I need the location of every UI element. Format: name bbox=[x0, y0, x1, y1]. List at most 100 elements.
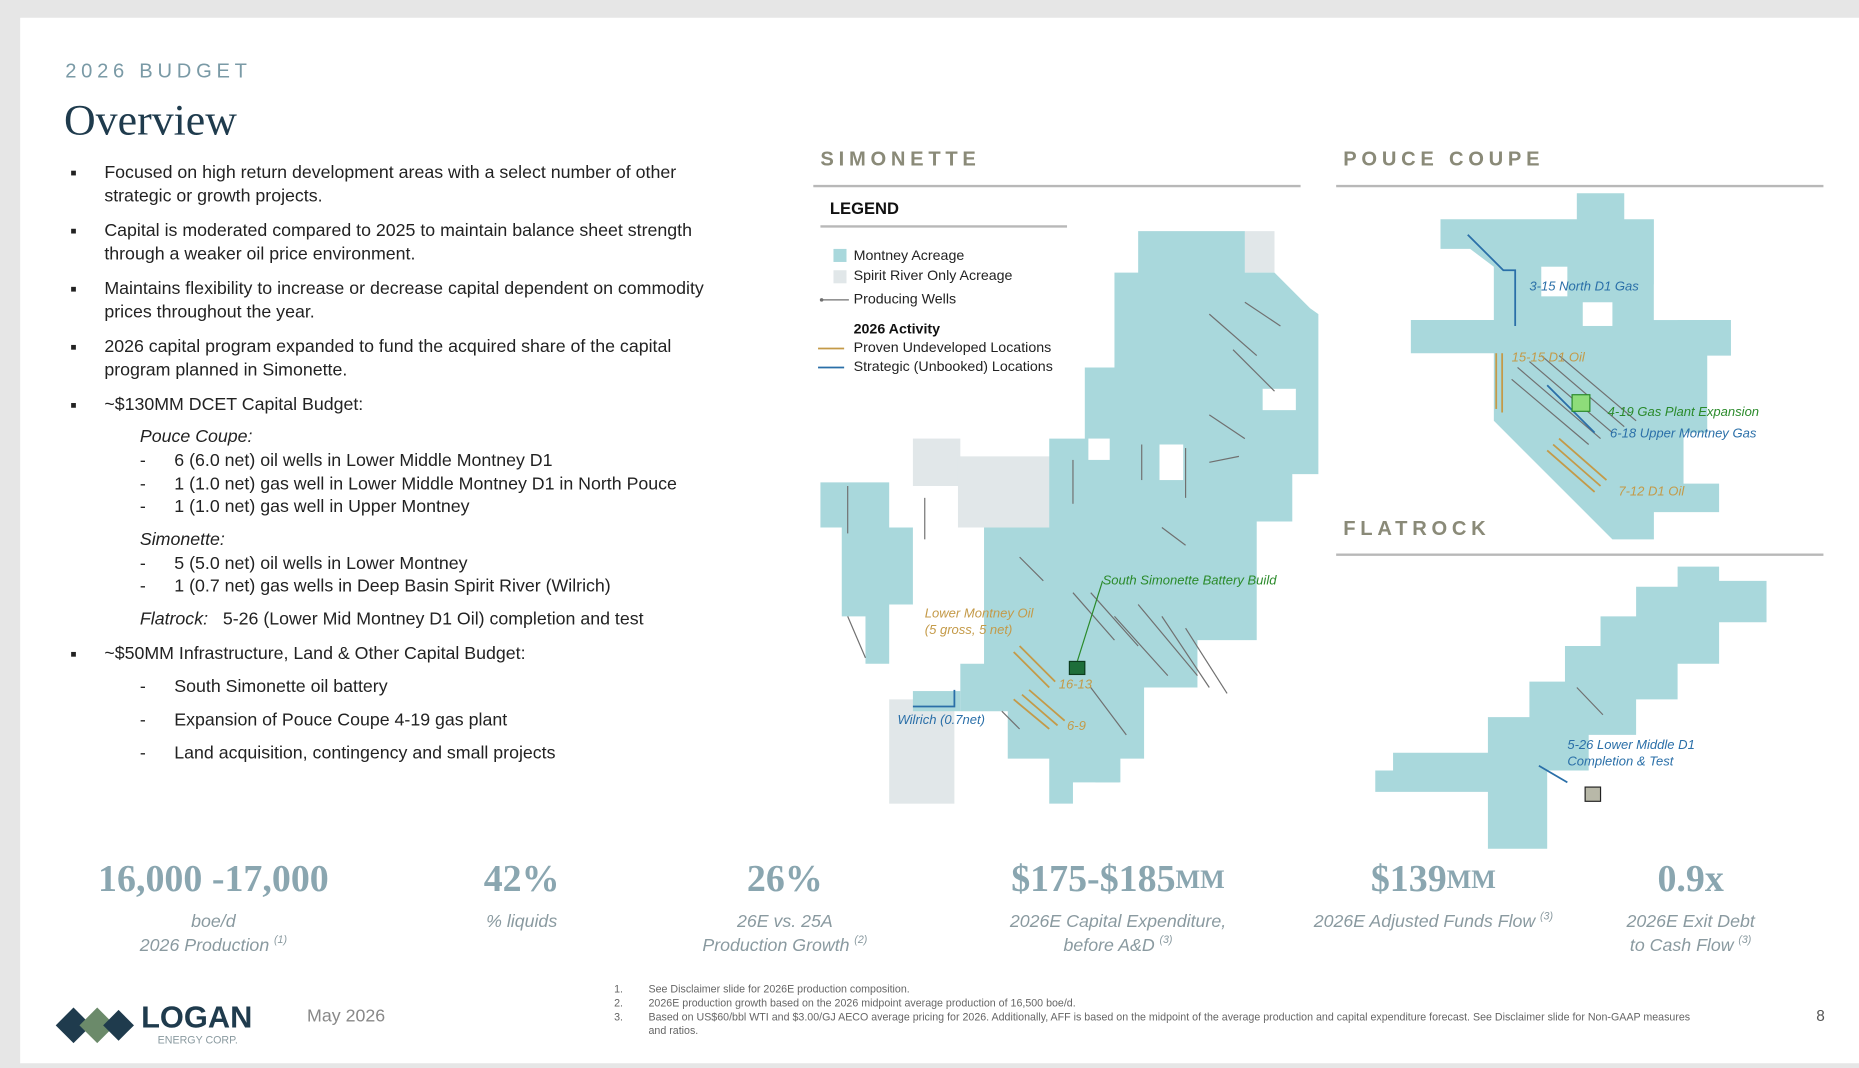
bullet bbox=[71, 228, 76, 234]
acreage-gap bbox=[1159, 444, 1184, 481]
strategic-location bbox=[912, 689, 956, 708]
map-label: 15-15 D1 Oil bbox=[1512, 349, 1586, 364]
simonette-map: SIMONETTE bbox=[813, 148, 1319, 804]
metric-label: 2026E Capital Expenditure, bbox=[1009, 911, 1226, 931]
legend-swatch bbox=[833, 248, 847, 262]
metric-label-text: boe/d bbox=[191, 911, 237, 931]
footnote-number: 2. bbox=[614, 997, 623, 1009]
sub-item: 1 (1.0 net) gas well in Upper Montney bbox=[174, 496, 469, 516]
montney-acreage bbox=[1375, 566, 1767, 849]
metric-unit: MM bbox=[1447, 865, 1496, 894]
montney-acreage bbox=[820, 482, 913, 664]
metric-label-text: 2026E Exit Debt bbox=[1625, 911, 1755, 931]
pud-line bbox=[1546, 449, 1596, 493]
footnote-number: 1. bbox=[614, 984, 623, 996]
logo-text: LOGAN bbox=[141, 1000, 252, 1035]
dash: - bbox=[140, 496, 146, 516]
map-label: 5-26 Lower Middle D1 bbox=[1567, 737, 1694, 752]
well bbox=[1072, 592, 1115, 641]
legend-swatch bbox=[819, 298, 824, 302]
bullet-text: ~$130MM DCET Capital Budget: bbox=[104, 394, 363, 414]
pud-locations bbox=[1495, 353, 1608, 493]
footnote-text: and ratios. bbox=[649, 1025, 699, 1037]
metric-number: 42% bbox=[484, 858, 560, 900]
bullet-list: Focused on high return development areas… bbox=[71, 162, 704, 763]
spirit-river-acreage bbox=[912, 438, 961, 486]
legend-background bbox=[815, 195, 1077, 386]
well bbox=[1208, 313, 1258, 357]
strategic-location bbox=[1538, 764, 1568, 784]
pud-line bbox=[1013, 651, 1050, 689]
well bbox=[1558, 355, 1637, 422]
bullet-text: through a weaker oil price environment. bbox=[104, 244, 415, 264]
metric-label: Production Growth (2) bbox=[702, 934, 867, 955]
acreage-gap bbox=[1262, 388, 1296, 411]
metric-number: $139 bbox=[1371, 858, 1447, 900]
logo-subtext: ENERGY CORP. bbox=[158, 1035, 238, 1047]
well bbox=[1529, 361, 1613, 434]
bullet bbox=[71, 344, 76, 350]
group-heading: Flatrock: bbox=[140, 609, 208, 629]
bullet-text: prices throughout the year. bbox=[104, 302, 314, 322]
metric-label-text: 2026E Adjusted Funds Flow bbox=[1313, 911, 1537, 931]
producing-wells bbox=[1511, 355, 1637, 445]
metric-label: 26E vs. 25A bbox=[736, 911, 833, 931]
map-label: 7-12 D1 Oil bbox=[1618, 483, 1685, 498]
bullet-text: Focused on high return development areas… bbox=[104, 162, 676, 182]
metric-note: (1) bbox=[274, 934, 287, 946]
map-title: FLATROCK bbox=[1343, 518, 1490, 540]
legend-item: Proven Undeveloped Locations bbox=[854, 340, 1052, 356]
bullet-text: program planned in Simonette. bbox=[104, 360, 347, 380]
metric-value: 16,000 -17,000 bbox=[98, 858, 329, 900]
sub-item: South Simonette oil battery bbox=[174, 676, 387, 696]
metric-value: 26% bbox=[747, 858, 823, 900]
bullet-text: strategic or growth projects. bbox=[104, 185, 322, 205]
dash: - bbox=[140, 474, 146, 494]
well bbox=[1019, 556, 1044, 582]
metric-label-text: 26E vs. 25A bbox=[736, 911, 833, 931]
dash: - bbox=[140, 553, 146, 573]
pouce-coupe-map: POUCE COUPE 3-15 North D1 Gas 15-15 D1 O… bbox=[1336, 148, 1824, 540]
metric-label-text: to Cash Flow bbox=[1630, 935, 1735, 955]
metric-label: 2026 Production (1) bbox=[139, 934, 287, 955]
battery-icon bbox=[1068, 660, 1086, 676]
metric-unit: MM bbox=[1176, 865, 1225, 894]
metric-label: 2026E Adjusted Funds Flow (3) bbox=[1313, 910, 1553, 931]
dash: - bbox=[140, 743, 146, 763]
metric-note: (3) bbox=[1738, 934, 1751, 946]
strategic-location bbox=[1546, 384, 1596, 434]
group-heading: Pouce Coupe: bbox=[140, 426, 253, 446]
sub-item: 1 (1.0 net) gas well in Lower Middle Mon… bbox=[174, 474, 677, 494]
pud-locations bbox=[1013, 645, 1066, 730]
legend-item: Strategic (Unbooked) Locations bbox=[854, 359, 1053, 375]
well bbox=[1090, 592, 1139, 647]
bullet bbox=[71, 403, 76, 408]
acreage-gap bbox=[1582, 302, 1613, 326]
well bbox=[1232, 349, 1275, 392]
well bbox=[1137, 604, 1198, 677]
eyebrow: 2026 BUDGET bbox=[65, 61, 252, 83]
well bbox=[1540, 355, 1625, 428]
slide-background bbox=[20, 17, 1859, 1064]
metric-note: (3) bbox=[1159, 934, 1172, 946]
map-label: Wilrich (0.7net) bbox=[897, 712, 985, 727]
metric-label-text: 2026 Production bbox=[139, 935, 270, 955]
legend-title: LEGEND bbox=[830, 199, 899, 218]
acreage-gap bbox=[1653, 284, 1678, 321]
acreage-gap bbox=[1088, 438, 1110, 460]
metric-label: 2026E Exit Debt bbox=[1625, 911, 1755, 931]
pud-line bbox=[1018, 645, 1056, 683]
well bbox=[1161, 616, 1210, 688]
map-label: South Simonette Battery Build bbox=[1103, 572, 1278, 587]
metric-label: before A&D (3) bbox=[1064, 934, 1173, 955]
pud-line bbox=[1558, 437, 1608, 481]
map-label: 3-15 North D1 Gas bbox=[1529, 278, 1639, 293]
pud-line bbox=[1021, 693, 1059, 727]
bullet bbox=[71, 170, 76, 176]
footnote-text: Based on US$60/bbl WTI and $3.00/GJ AECO… bbox=[649, 1011, 1691, 1023]
group-heading: Simonette: bbox=[140, 529, 225, 549]
bullet bbox=[71, 286, 76, 292]
map-label: Completion & Test bbox=[1567, 754, 1674, 769]
sub-item: 6 (6.0 net) oil wells in Lower Middle Mo… bbox=[174, 450, 552, 470]
